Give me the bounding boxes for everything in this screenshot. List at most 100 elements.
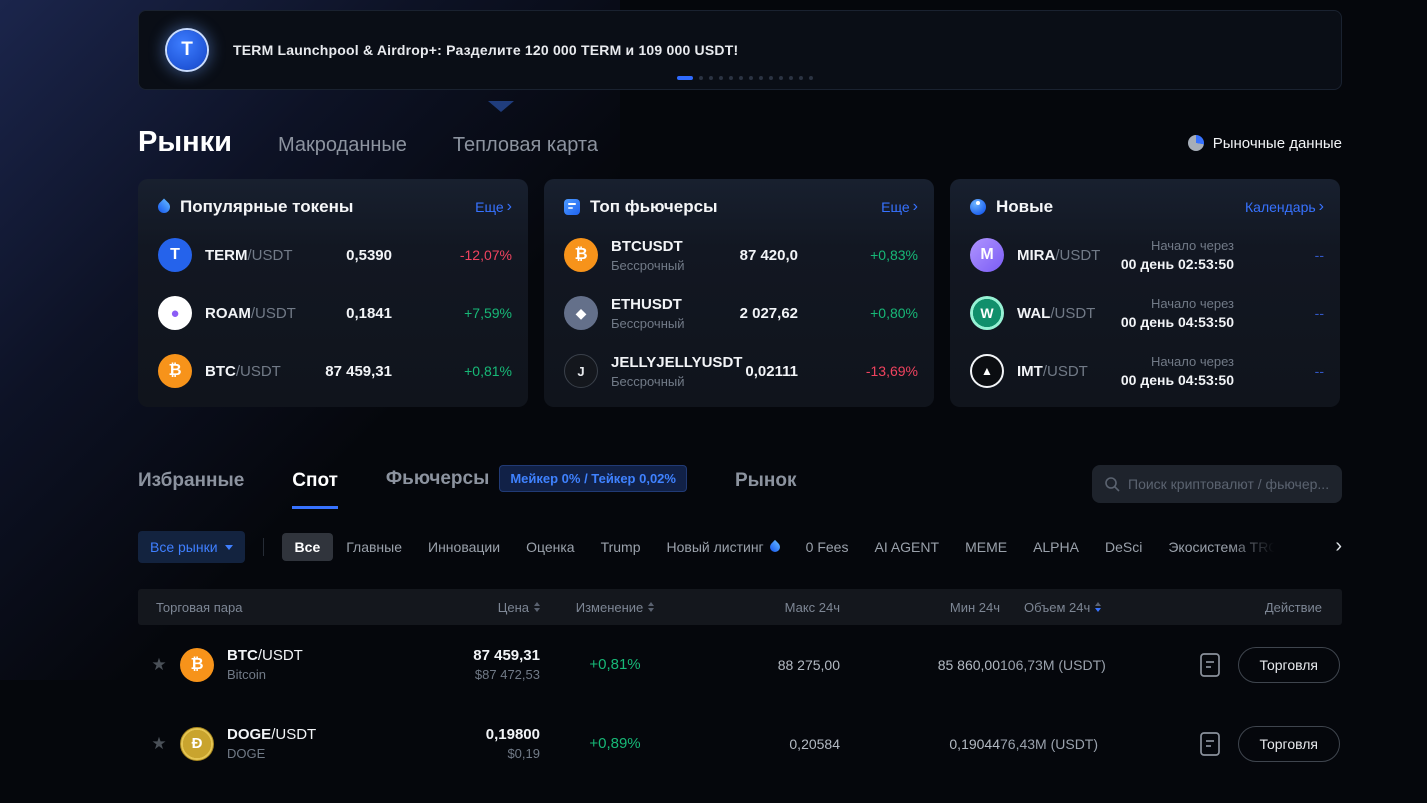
new-row-wal[interactable]: W WAL/USDT Начало через 00 день 04:53:50 … bbox=[970, 293, 1324, 333]
low-24h: 0,19044 bbox=[949, 735, 1000, 752]
imt-coin-icon: ▲ bbox=[970, 354, 1004, 388]
change-percent: +0,83% bbox=[870, 247, 918, 263]
chip-meme[interactable]: MEME bbox=[965, 539, 1008, 555]
term-coin-icon: T bbox=[167, 30, 207, 70]
chart-icon[interactable] bbox=[1198, 651, 1222, 679]
carousel-dot-active[interactable] bbox=[677, 76, 693, 80]
chip-innovation[interactable]: Инновации bbox=[428, 539, 501, 555]
tab-futures[interactable]: Фьючерсы Мейкер 0% / Тейкер 0,02% bbox=[386, 465, 687, 509]
search-input[interactable] bbox=[1128, 476, 1330, 492]
filter-bar: Все рынки Все Главные Инновации Оценка T… bbox=[138, 531, 1342, 563]
promo-banner-text: TERM Launchpool & Airdrop+: Разделите 12… bbox=[233, 42, 739, 58]
calendar-link[interactable]: Календарь › bbox=[1245, 198, 1324, 216]
countdown-timer: 00 день 04:53:50 bbox=[1120, 372, 1234, 388]
change-percent: +0,81% bbox=[464, 363, 512, 379]
favorite-star-icon[interactable]: ★ bbox=[151, 654, 167, 674]
more-link[interactable]: Еще › bbox=[475, 198, 512, 216]
tab-heat-map[interactable]: Тепловая карта bbox=[452, 134, 598, 156]
low-24h: 85 860,00 bbox=[937, 656, 1000, 673]
tab-spot[interactable]: Спот bbox=[292, 470, 338, 509]
col-price[interactable]: Цена bbox=[420, 600, 540, 615]
search-box[interactable] bbox=[1092, 465, 1342, 503]
chip-0-fees[interactable]: 0 Fees bbox=[805, 539, 849, 555]
table-row-doge[interactable]: ★ Ð DOGE/USDT DOGE 0,19800 $0,19 +0,89% … bbox=[138, 704, 1342, 783]
promo-banner[interactable]: T TERM Launchpool & Airdrop+: Разделите … bbox=[138, 10, 1342, 90]
roam-coin-icon: ● bbox=[158, 296, 192, 330]
pair-quote: /USDT bbox=[1055, 246, 1101, 264]
contract-name: ETHUSDT bbox=[611, 295, 682, 313]
new-row-mira[interactable]: M MIRA/USDT Начало через 00 день 02:53:50… bbox=[970, 235, 1324, 275]
tab-macro-data[interactable]: Макроданные bbox=[277, 134, 407, 156]
chevron-down-icon bbox=[224, 544, 233, 550]
futures-row-jellyjellyusdt[interactable]: J JELLYJELLYUSDT Бессрочный 0,02111 -13,6… bbox=[564, 351, 918, 391]
favorite-star-icon[interactable]: ★ bbox=[151, 733, 167, 753]
card-new-listings: Новые Календарь › M MIRA/USDT Начало чере… bbox=[950, 179, 1340, 407]
card-title: Топ фьючерсы bbox=[590, 197, 718, 216]
futures-row-ethusdt[interactable]: ◆ ETHUSDT Бессрочный 2 027,62 +0,80% bbox=[564, 293, 918, 333]
more-link[interactable]: Еще › bbox=[881, 198, 918, 216]
chip-new-listing[interactable]: Новый листинг bbox=[654, 533, 793, 561]
chip-alpha[interactable]: ALPHA bbox=[1033, 539, 1079, 555]
jelly-coin-icon: J bbox=[564, 354, 598, 388]
tab-market[interactable]: Рынок bbox=[734, 470, 797, 491]
page-nav: Рынки Макроданные Тепловая карта Рыночны… bbox=[138, 126, 1342, 159]
countdown-timer: 00 день 02:53:50 bbox=[1120, 256, 1234, 272]
change-percent: +0,80% bbox=[870, 305, 918, 321]
popular-row-term[interactable]: T TERM/USDT 0,5390 -12,07% bbox=[158, 235, 512, 275]
market-section-tabs: Избранные Спот Фьючерсы Мейкер 0% / Тейк… bbox=[138, 465, 1342, 509]
all-markets-dropdown[interactable]: Все рынки bbox=[138, 531, 245, 563]
change-percent: +0,81% bbox=[589, 656, 641, 673]
popular-row-btc[interactable]: ₿ BTC/USDT 87 459,31 +0,81% bbox=[158, 351, 512, 391]
chip-ai-agent[interactable]: AI AGENT bbox=[874, 539, 940, 555]
contract-type: Бессрочный bbox=[611, 257, 685, 273]
col-change[interactable]: Изменение bbox=[540, 600, 690, 615]
chip-main[interactable]: Главные bbox=[346, 539, 403, 555]
table-row-btc[interactable]: ★ ₿ BTC/USDT Bitcoin 87 459,31 $87 472,5… bbox=[138, 625, 1342, 704]
last-price: 87 459,31 bbox=[473, 647, 540, 664]
sort-icon bbox=[534, 602, 540, 612]
chevron-right-icon: › bbox=[506, 198, 512, 215]
chip-ecosystem-tro[interactable]: Экосистема TRO bbox=[1168, 539, 1280, 555]
pair-base: IMT bbox=[1017, 362, 1043, 380]
pie-chart-icon bbox=[1187, 135, 1204, 151]
chip-all[interactable]: Все bbox=[281, 533, 334, 561]
col-volume-24h[interactable]: Объем 24ч bbox=[1000, 600, 1190, 615]
market-data-link[interactable]: Рыночные данные bbox=[1187, 135, 1342, 152]
chip-trump[interactable]: Trump bbox=[600, 539, 641, 555]
carousel-pagination[interactable] bbox=[677, 76, 813, 80]
price: 87 459,31 bbox=[325, 362, 392, 380]
last-price: 0,19800 bbox=[485, 726, 540, 743]
flame-drop-icon bbox=[155, 198, 173, 216]
new-row-imt[interactable]: ▲ IMT/USDT Начало через 00 день 04:53:50 … bbox=[970, 351, 1324, 391]
doge-coin-icon: Ð bbox=[180, 726, 214, 761]
search-icon bbox=[1105, 477, 1120, 492]
term-coin-glyph: T bbox=[181, 39, 193, 60]
pair-symbol: BTC/USDT bbox=[227, 647, 303, 664]
volume-24h: 106,73M (USDT) bbox=[1000, 656, 1106, 673]
countdown-label: Начало через bbox=[1150, 238, 1234, 253]
contract-name: JELLYJELLYUSDT bbox=[611, 353, 743, 371]
wal-coin-icon: W bbox=[970, 296, 1004, 330]
price: 0,02111 bbox=[745, 362, 798, 380]
pair-base: WAL bbox=[1017, 304, 1051, 322]
price: 0,5390 bbox=[346, 246, 392, 264]
chip-assessment[interactable]: Оценка bbox=[526, 539, 575, 555]
term-coin-icon: T bbox=[158, 238, 192, 272]
popular-row-roam[interactable]: ● ROAM/USDT 0,1841 +7,59% bbox=[158, 293, 512, 333]
tab-favorites[interactable]: Избранные bbox=[138, 470, 245, 491]
pair-quote: /USDT bbox=[1042, 362, 1088, 380]
page-title-markets[interactable]: Рынки bbox=[138, 126, 232, 158]
volume-24h: 76,43M (USDT) bbox=[1000, 735, 1099, 752]
pair-symbol: DOGE/USDT bbox=[227, 726, 317, 743]
trade-button[interactable]: Торговля bbox=[1237, 646, 1340, 683]
card-popular-tokens: Популярные токены Еще › T TERM/USDT 0,539… bbox=[138, 179, 528, 407]
col-trading-pair: Торговая пара bbox=[156, 599, 243, 615]
futures-row-btcusdt[interactable]: ₿ BTCUSDT Бессрочный 87 420,0 +0,83% bbox=[564, 235, 918, 275]
contract-type: Бессрочный bbox=[611, 373, 685, 389]
pair-base: TERM bbox=[205, 246, 248, 264]
trade-button[interactable]: Торговля bbox=[1237, 725, 1340, 762]
chart-icon[interactable] bbox=[1198, 730, 1222, 758]
chips-scroll-right-icon[interactable]: › bbox=[1335, 535, 1342, 557]
chip-desci[interactable]: DeSci bbox=[1104, 539, 1143, 555]
placeholder-value: -- bbox=[1314, 305, 1324, 321]
